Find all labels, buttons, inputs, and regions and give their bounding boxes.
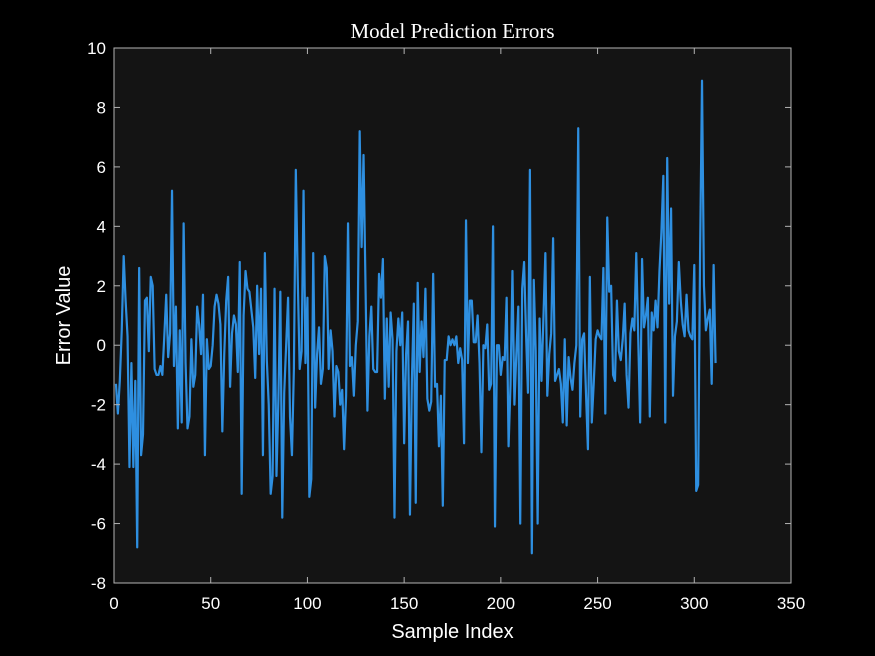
y-tick-label: 10 [87, 39, 106, 58]
x-axis-ticks: 0 50 100 150 200 250 300 350 [109, 48, 805, 613]
x-tick-label: 300 [680, 594, 708, 613]
series-line-0 [114, 79, 717, 555]
y-tick-label: -4 [91, 455, 106, 474]
y-tick-label: -6 [91, 515, 106, 534]
x-tick-label: 250 [583, 594, 611, 613]
y-tick-label: 6 [97, 158, 106, 177]
y-tick-label: -8 [91, 574, 106, 593]
y-axis-ticks: -8 -6 -4 -2 0 2 4 6 8 10 [87, 39, 791, 593]
x-axis-label: Sample Index [391, 621, 513, 643]
y-tick-label: 0 [97, 336, 106, 355]
y-tick-label: 2 [97, 277, 106, 296]
y-axis-label: Error Value [53, 266, 75, 366]
x-tick-label: 150 [390, 594, 418, 613]
plot-frame [113, 47, 792, 584]
x-tick-label: 100 [293, 594, 321, 613]
y-tick-label: 4 [97, 217, 106, 236]
chart-title: Model Prediction Errors [350, 19, 554, 43]
x-tick-label: 200 [487, 594, 515, 613]
y-tick-label: 8 [97, 98, 106, 117]
series-lines [114, 79, 717, 555]
x-tick-label: 350 [777, 594, 805, 613]
plot-area [114, 48, 791, 583]
x-tick-label: 50 [201, 594, 220, 613]
x-tick-label: 0 [109, 594, 118, 613]
y-tick-label: -2 [91, 396, 106, 415]
